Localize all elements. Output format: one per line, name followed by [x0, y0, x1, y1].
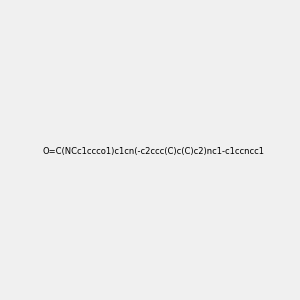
Text: O=C(NCc1ccco1)c1cn(-c2ccc(C)c(C)c2)nc1-c1ccncc1: O=C(NCc1ccco1)c1cn(-c2ccc(C)c(C)c2)nc1-c…: [43, 147, 265, 156]
